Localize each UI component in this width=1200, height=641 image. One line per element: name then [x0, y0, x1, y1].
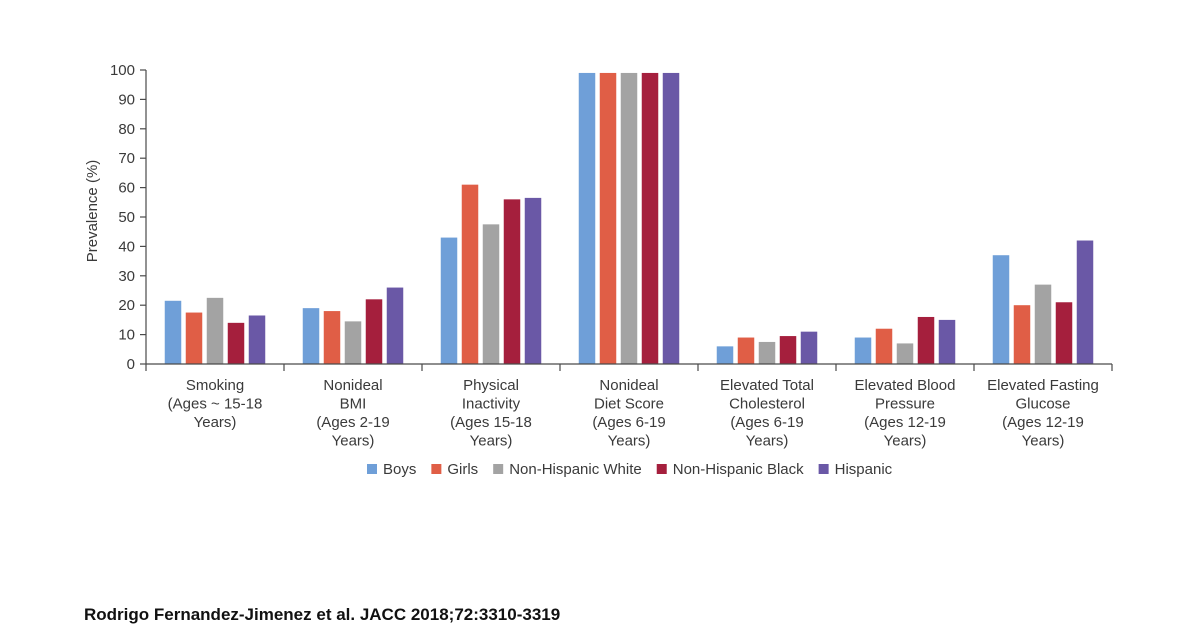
y-tick-label: 80 — [118, 121, 135, 138]
legend-label: Girls — [447, 461, 478, 478]
bar-boys — [854, 337, 872, 364]
bar-boys — [164, 300, 182, 364]
bar-hispanic — [1076, 240, 1094, 364]
x-category-label: Nonideal Diet Score (Ages 6-19 Years) — [592, 377, 665, 450]
bar-non-hispanic-white — [620, 72, 638, 364]
bar-girls — [323, 311, 341, 364]
legend-swatch — [818, 464, 829, 474]
bar-non-hispanic-black — [365, 299, 383, 364]
bar-non-hispanic-white — [344, 321, 362, 364]
bar-boys — [716, 346, 734, 364]
bar-girls — [599, 72, 617, 364]
bar-non-hispanic-white — [758, 341, 776, 364]
bar-girls — [461, 184, 479, 364]
bar-girls — [185, 312, 203, 364]
bar-boys — [302, 308, 320, 364]
legend-swatch — [431, 464, 442, 474]
citation: Rodrigo Fernandez-Jimenez et al. JACC 20… — [84, 605, 561, 624]
x-category-label: Nonideal BMI (Ages 2-19 Years) — [316, 377, 389, 450]
bar-non-hispanic-white — [896, 343, 914, 364]
bar-girls — [1013, 305, 1031, 364]
legend-swatch — [493, 464, 504, 474]
x-category-label: Elevated Blood Pressure (Ages 12-19 Years) — [855, 377, 956, 450]
bar-non-hispanic-black — [227, 322, 245, 364]
legend-swatch — [656, 464, 667, 474]
y-tick-label: 50 — [118, 209, 135, 226]
bar-boys — [440, 237, 458, 364]
x-category-label: Elevated Fasting Glucose (Ages 12-19 Years) — [987, 377, 1099, 450]
bar-hispanic — [248, 315, 266, 364]
y-tick-label: 70 — [118, 150, 135, 167]
bar-non-hispanic-black — [917, 316, 935, 364]
bar-non-hispanic-black — [503, 199, 521, 364]
bar-non-hispanic-white — [1034, 284, 1052, 364]
x-axis: Smoking (Ages ~ 15-18 Years) Nonideal BMI (Ag… — [145, 363, 1113, 450]
legend-label: Hispanic — [835, 461, 893, 478]
y-axis: 0 10 20 30 40 50 60 70 80 90 100 — [110, 62, 147, 373]
bar-boys — [992, 255, 1010, 364]
bar-non-hispanic-black — [641, 72, 659, 364]
bars — [164, 72, 1094, 364]
bar-hispanic — [662, 72, 680, 364]
y-tick-label: 0 — [127, 356, 135, 373]
bar-hispanic — [524, 197, 542, 364]
legend: Boys Girls Non-Hispanic White Non-Hispanic … — [367, 461, 893, 478]
legend-swatch — [367, 464, 377, 474]
bar-girls — [737, 337, 755, 364]
y-tick-label: 40 — [118, 238, 135, 255]
bar-girls — [875, 328, 893, 364]
y-axis-label: Prevalence (%) — [84, 160, 101, 263]
y-tick-label: 60 — [118, 180, 135, 197]
bar-non-hispanic-black — [1055, 302, 1073, 364]
bar-hispanic — [800, 331, 818, 364]
bar-hispanic — [386, 287, 404, 364]
bar-non-hispanic-white — [206, 297, 224, 364]
bar-boys — [578, 72, 596, 364]
legend-label: Boys — [383, 461, 416, 478]
bar-non-hispanic-white — [482, 224, 500, 364]
y-tick-label: 90 — [118, 91, 135, 108]
y-tick-label: 20 — [118, 297, 135, 314]
legend-label: Non-Hispanic White — [509, 461, 642, 478]
bar-non-hispanic-black — [779, 336, 797, 364]
x-category-label: Smoking (Ages ~ 15-18 Years) — [168, 377, 263, 431]
x-category-label: Physical Inactivity (Ages 15-18 Years) — [450, 377, 532, 450]
legend-label: Non-Hispanic Black — [673, 461, 804, 478]
bar-hispanic — [938, 319, 956, 364]
x-category-label: Elevated Total Cholesterol (Ages 6-19 Years… — [720, 377, 814, 450]
y-tick-label: 30 — [118, 268, 135, 285]
y-tick-label: 10 — [118, 327, 135, 344]
y-tick-label: 100 — [110, 62, 135, 79]
